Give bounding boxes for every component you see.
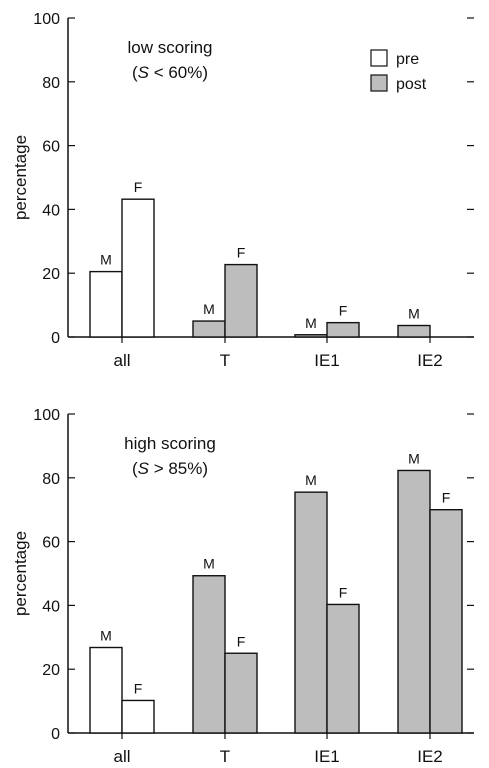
- chart-panel-2: 0 20 40 60 80 100 all T IE1 IE2 percentage M F M F M F M F…: [11, 407, 474, 766]
- legend-label: post: [396, 76, 427, 93]
- y-tick-label: 80: [42, 75, 60, 92]
- bar-t-m: [192, 320, 226, 338]
- x-tick-label: all: [113, 351, 130, 370]
- x-tick-label: all: [113, 747, 130, 766]
- bar-label: M: [305, 472, 317, 488]
- bar-all-f: [121, 699, 155, 734]
- bar-ie2-m: [397, 324, 431, 338]
- bar-ie1-f: [326, 603, 360, 734]
- legend-label: pre: [396, 51, 419, 68]
- y-tick-label: 60: [42, 139, 60, 156]
- y-tick-label: 20: [42, 662, 60, 679]
- bar-t-f: [224, 652, 258, 734]
- bar-all-m: [89, 646, 123, 734]
- bar-label: F: [339, 303, 348, 319]
- x-tick-label: IE1: [314, 747, 340, 766]
- y-tick-label: 0: [51, 330, 60, 347]
- x-tick-label: IE1: [314, 351, 340, 370]
- x-tick-label: T: [220, 747, 230, 766]
- y-tick-label: 40: [42, 598, 60, 615]
- bar-label: M: [100, 252, 112, 268]
- annotation-line-2: (S < 60%): [132, 63, 208, 82]
- y-tick-label: 80: [42, 471, 60, 488]
- x-tick-label: IE2: [417, 351, 443, 370]
- y-tick-label: 100: [33, 11, 60, 28]
- annotation-variable: S: [138, 459, 150, 478]
- bar-ie1-m: [294, 491, 328, 734]
- annotation-line-1: low scoring: [127, 38, 212, 57]
- legend-swatch-pre: [370, 49, 388, 67]
- bar-label: F: [237, 633, 246, 649]
- annotation-paren: (: [132, 459, 138, 478]
- bar-ie1-m: [294, 334, 328, 338]
- bar-label: F: [134, 680, 143, 696]
- y-tick-label: 40: [42, 202, 60, 219]
- y-axis-label: percentage: [11, 531, 30, 616]
- annotation-paren: (: [132, 63, 138, 82]
- bar-all-m: [89, 270, 123, 338]
- bar-all-f: [121, 198, 155, 338]
- y-axis-label: percentage: [11, 135, 30, 220]
- bar-label: M: [203, 301, 215, 317]
- x-tick-label: T: [220, 351, 230, 370]
- annotation-line-1: high scoring: [124, 434, 216, 453]
- bar-ie2-m: [397, 469, 431, 734]
- annotation-condition: < 60%): [149, 63, 208, 82]
- x-tick-label: IE2: [417, 747, 443, 766]
- bar-label: M: [100, 628, 112, 644]
- bar-label: F: [237, 245, 246, 261]
- bar-label: F: [442, 490, 451, 506]
- bar-label: F: [134, 179, 143, 195]
- bar-label: F: [339, 584, 348, 600]
- legend: pre post: [370, 49, 427, 93]
- bar-label: M: [203, 556, 215, 572]
- annotation-condition: > 85%): [149, 459, 208, 478]
- y-tick-label: 60: [42, 535, 60, 552]
- bar-ie1-f: [326, 321, 360, 338]
- y-tick-label: 100: [33, 407, 60, 424]
- legend-swatch-post: [370, 74, 388, 92]
- chart-panel-1: 0 20 40 60 80 100 all T IE1 IE2 percentage M F M F M F Ml…: [11, 11, 474, 370]
- bar-t-f: [224, 263, 258, 338]
- annotation-variable: S: [138, 63, 150, 82]
- y-tick-label: 0: [51, 726, 60, 743]
- bar-t-m: [192, 575, 226, 734]
- bar-ie2-f: [429, 509, 463, 734]
- bar-label: M: [408, 306, 420, 322]
- bar-label: M: [305, 315, 317, 331]
- bar-label: M: [408, 450, 420, 466]
- y-tick-label: 20: [42, 266, 60, 283]
- annotation-line-2: (S > 85%): [132, 459, 208, 478]
